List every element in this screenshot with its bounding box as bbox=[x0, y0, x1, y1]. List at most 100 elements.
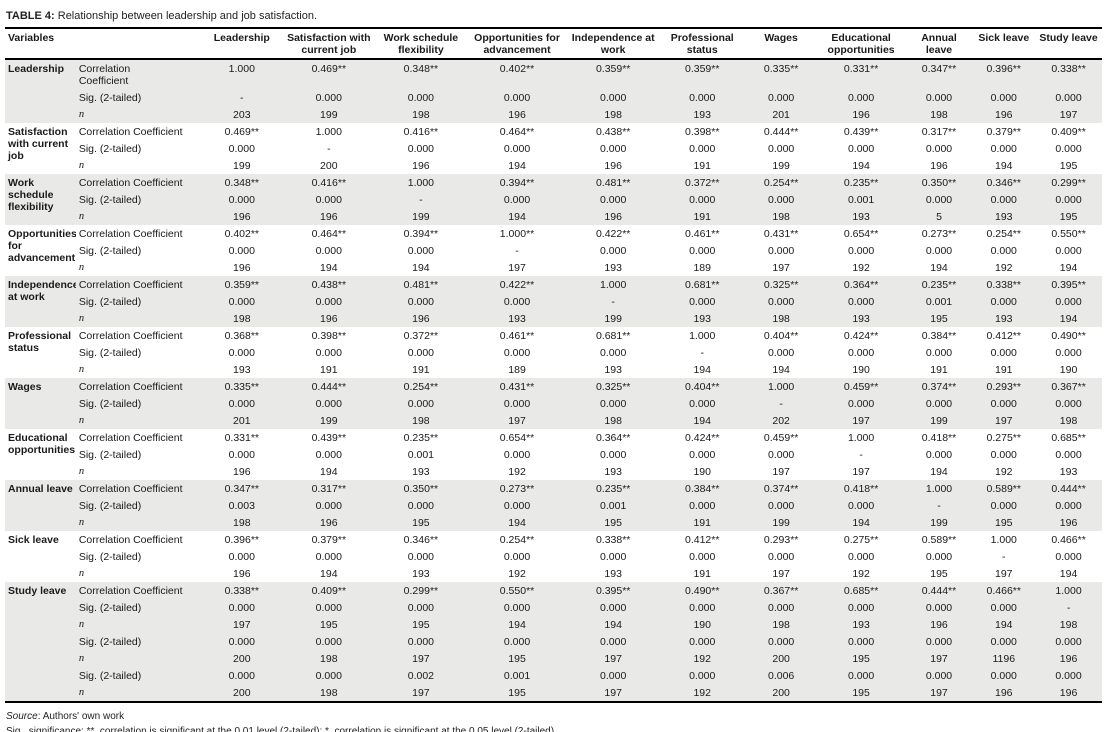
table-title-text: Relationship between leadership and job … bbox=[54, 10, 318, 22]
value-cell: 199 bbox=[772, 159, 790, 172]
value-cell: 5 bbox=[905, 208, 973, 225]
value-cell: 0.235** bbox=[403, 431, 439, 444]
value-cell: 0.350** bbox=[905, 174, 973, 191]
value-cell: 0.000 bbox=[466, 89, 568, 106]
value-cell: 0.412** bbox=[684, 533, 720, 546]
value-cell: 0.000 bbox=[768, 244, 795, 257]
value-cell: - bbox=[201, 89, 283, 106]
header-col-6: Professional status bbox=[658, 28, 746, 60]
value-cell: 0.000 bbox=[201, 191, 283, 208]
value-cell: 0.444** bbox=[905, 582, 973, 599]
value-cell: 0.273** bbox=[466, 480, 568, 497]
value-cell: 0.347** bbox=[201, 480, 283, 497]
value-cell: 0.000 bbox=[228, 244, 255, 257]
value-cell: 196 bbox=[412, 159, 430, 172]
value-cell: 195 bbox=[816, 650, 906, 667]
table-row: n 198 196 196 193 199 193 198 193 195 193 194 bbox=[5, 310, 1102, 327]
value-cell: 0.000 bbox=[972, 599, 1036, 616]
value-cell: 0.439** bbox=[311, 431, 347, 444]
value-cell: 0.412** bbox=[986, 329, 1021, 342]
value-cell: 0.000 bbox=[689, 550, 716, 563]
stat-label: Correlation Coefficient bbox=[75, 174, 202, 191]
value-cell: 191 bbox=[658, 208, 746, 225]
stat-label: n bbox=[78, 465, 85, 477]
value-cell: 1.000 bbox=[1035, 582, 1102, 599]
value-cell: 0.254** bbox=[375, 378, 467, 395]
value-cell: 0.681** bbox=[595, 329, 631, 342]
value-cell: 193 bbox=[1059, 465, 1078, 478]
stat-label: n bbox=[75, 208, 202, 225]
stat-label: Correlation Coefficient bbox=[78, 533, 183, 546]
value-cell: 0.000 bbox=[768, 550, 795, 563]
table-row: Opportunities for advancement Correlation… bbox=[5, 225, 1102, 264]
value-cell: 0.000 bbox=[201, 599, 283, 616]
stat-label: n bbox=[75, 650, 202, 667]
stat-label: Correlation Coefficient bbox=[78, 125, 183, 138]
value-cell: 0.000 bbox=[1035, 667, 1102, 684]
table-row: Professional status Correlation Coefficie… bbox=[5, 327, 1102, 354]
table-row: Sig. (2-tailed) 0.003 0.000 0.000 0.000 0.001… bbox=[5, 497, 1102, 514]
value-cell: 194 bbox=[994, 159, 1013, 172]
value-cell: 0.000 bbox=[282, 667, 376, 684]
value-cell: 0.338** bbox=[972, 276, 1036, 293]
value-cell: 0.000 bbox=[972, 89, 1036, 106]
value-cell: 0.000 bbox=[315, 244, 342, 257]
value-cell: 191 bbox=[693, 159, 711, 172]
value-cell: 195 bbox=[1059, 159, 1078, 172]
table-row: n 200 198 197 195 197 192 200 195 197 1196 196 bbox=[5, 650, 1102, 667]
value-cell: 0.335** bbox=[745, 59, 817, 89]
value-cell: 191 bbox=[693, 567, 711, 580]
value-cell: 0.000 bbox=[816, 89, 906, 106]
value-cell: 0.395** bbox=[1035, 276, 1102, 293]
value-cell: 0.000 bbox=[375, 599, 467, 616]
value-cell: 0.394** bbox=[403, 227, 439, 240]
value-cell: 0.000 bbox=[201, 395, 283, 412]
value-cell: 0.379** bbox=[986, 125, 1021, 138]
table-row: Annual leave Correlation Coefficient 0.347… bbox=[5, 480, 1102, 531]
value-cell: 0.001 bbox=[407, 448, 435, 461]
value-cell: 198 bbox=[1035, 412, 1102, 429]
variable-label: Independence at work bbox=[5, 276, 76, 327]
value-cell: 0.000 bbox=[503, 346, 531, 359]
value-cell: 0.000 bbox=[315, 448, 342, 461]
value-cell: 190 bbox=[693, 465, 711, 478]
table-row: Sig. (2-tailed) 0.000 0.000 0.000 0.000-0.00… bbox=[5, 293, 1102, 310]
value-cell: 0.254** bbox=[499, 533, 535, 546]
value-cell: 0.000 bbox=[375, 395, 467, 412]
value-cell: 1.000 bbox=[567, 276, 659, 293]
value-cell: 191 bbox=[930, 363, 948, 376]
value-cell: 192 bbox=[994, 261, 1013, 274]
value-cell: 0.000 bbox=[905, 633, 973, 650]
value-cell: 0.346** bbox=[403, 533, 439, 546]
value-cell: 0.444** bbox=[1035, 480, 1102, 497]
table-title: TABLE 4: Relationship between leadership… bbox=[6, 10, 1103, 23]
value-cell: 0.000 bbox=[1055, 550, 1082, 563]
value-cell: 196 bbox=[201, 208, 283, 225]
value-cell: 0.000 bbox=[816, 293, 906, 310]
value-cell: 195 bbox=[567, 514, 659, 531]
value-cell: - bbox=[700, 346, 704, 359]
value-cell: 197 bbox=[466, 412, 568, 429]
value-cell: 0.000 bbox=[972, 667, 1036, 684]
value-cell: 196 bbox=[972, 684, 1036, 702]
value-cell: 0.001 bbox=[567, 497, 659, 514]
value-cell: 0.438** bbox=[282, 276, 376, 293]
value-cell: 196 bbox=[282, 514, 376, 531]
value-cell: 0.359** bbox=[658, 59, 746, 89]
value-cell: 1.000 bbox=[745, 378, 817, 395]
stat-label: n bbox=[75, 616, 202, 633]
value-cell: 0.000 bbox=[600, 550, 627, 563]
value-cell: 0.416** bbox=[403, 125, 439, 138]
value-cell: 198 bbox=[745, 616, 817, 633]
stat-label: Correlation Coefficient bbox=[78, 431, 183, 444]
header-col-9: Annual leave bbox=[905, 28, 973, 60]
value-cell: 0.000 bbox=[1035, 395, 1102, 412]
value-cell: 0.000 bbox=[925, 244, 953, 257]
value-cell: 199 bbox=[905, 514, 973, 531]
stat-label: Correlation Coefficient bbox=[75, 59, 202, 89]
value-cell: 0.000 bbox=[658, 497, 746, 514]
value-cell: 0.438** bbox=[595, 125, 631, 138]
value-cell: 197 bbox=[816, 412, 906, 429]
value-cell: 0.000 bbox=[282, 633, 376, 650]
value-cell: 0.000 bbox=[658, 293, 746, 310]
